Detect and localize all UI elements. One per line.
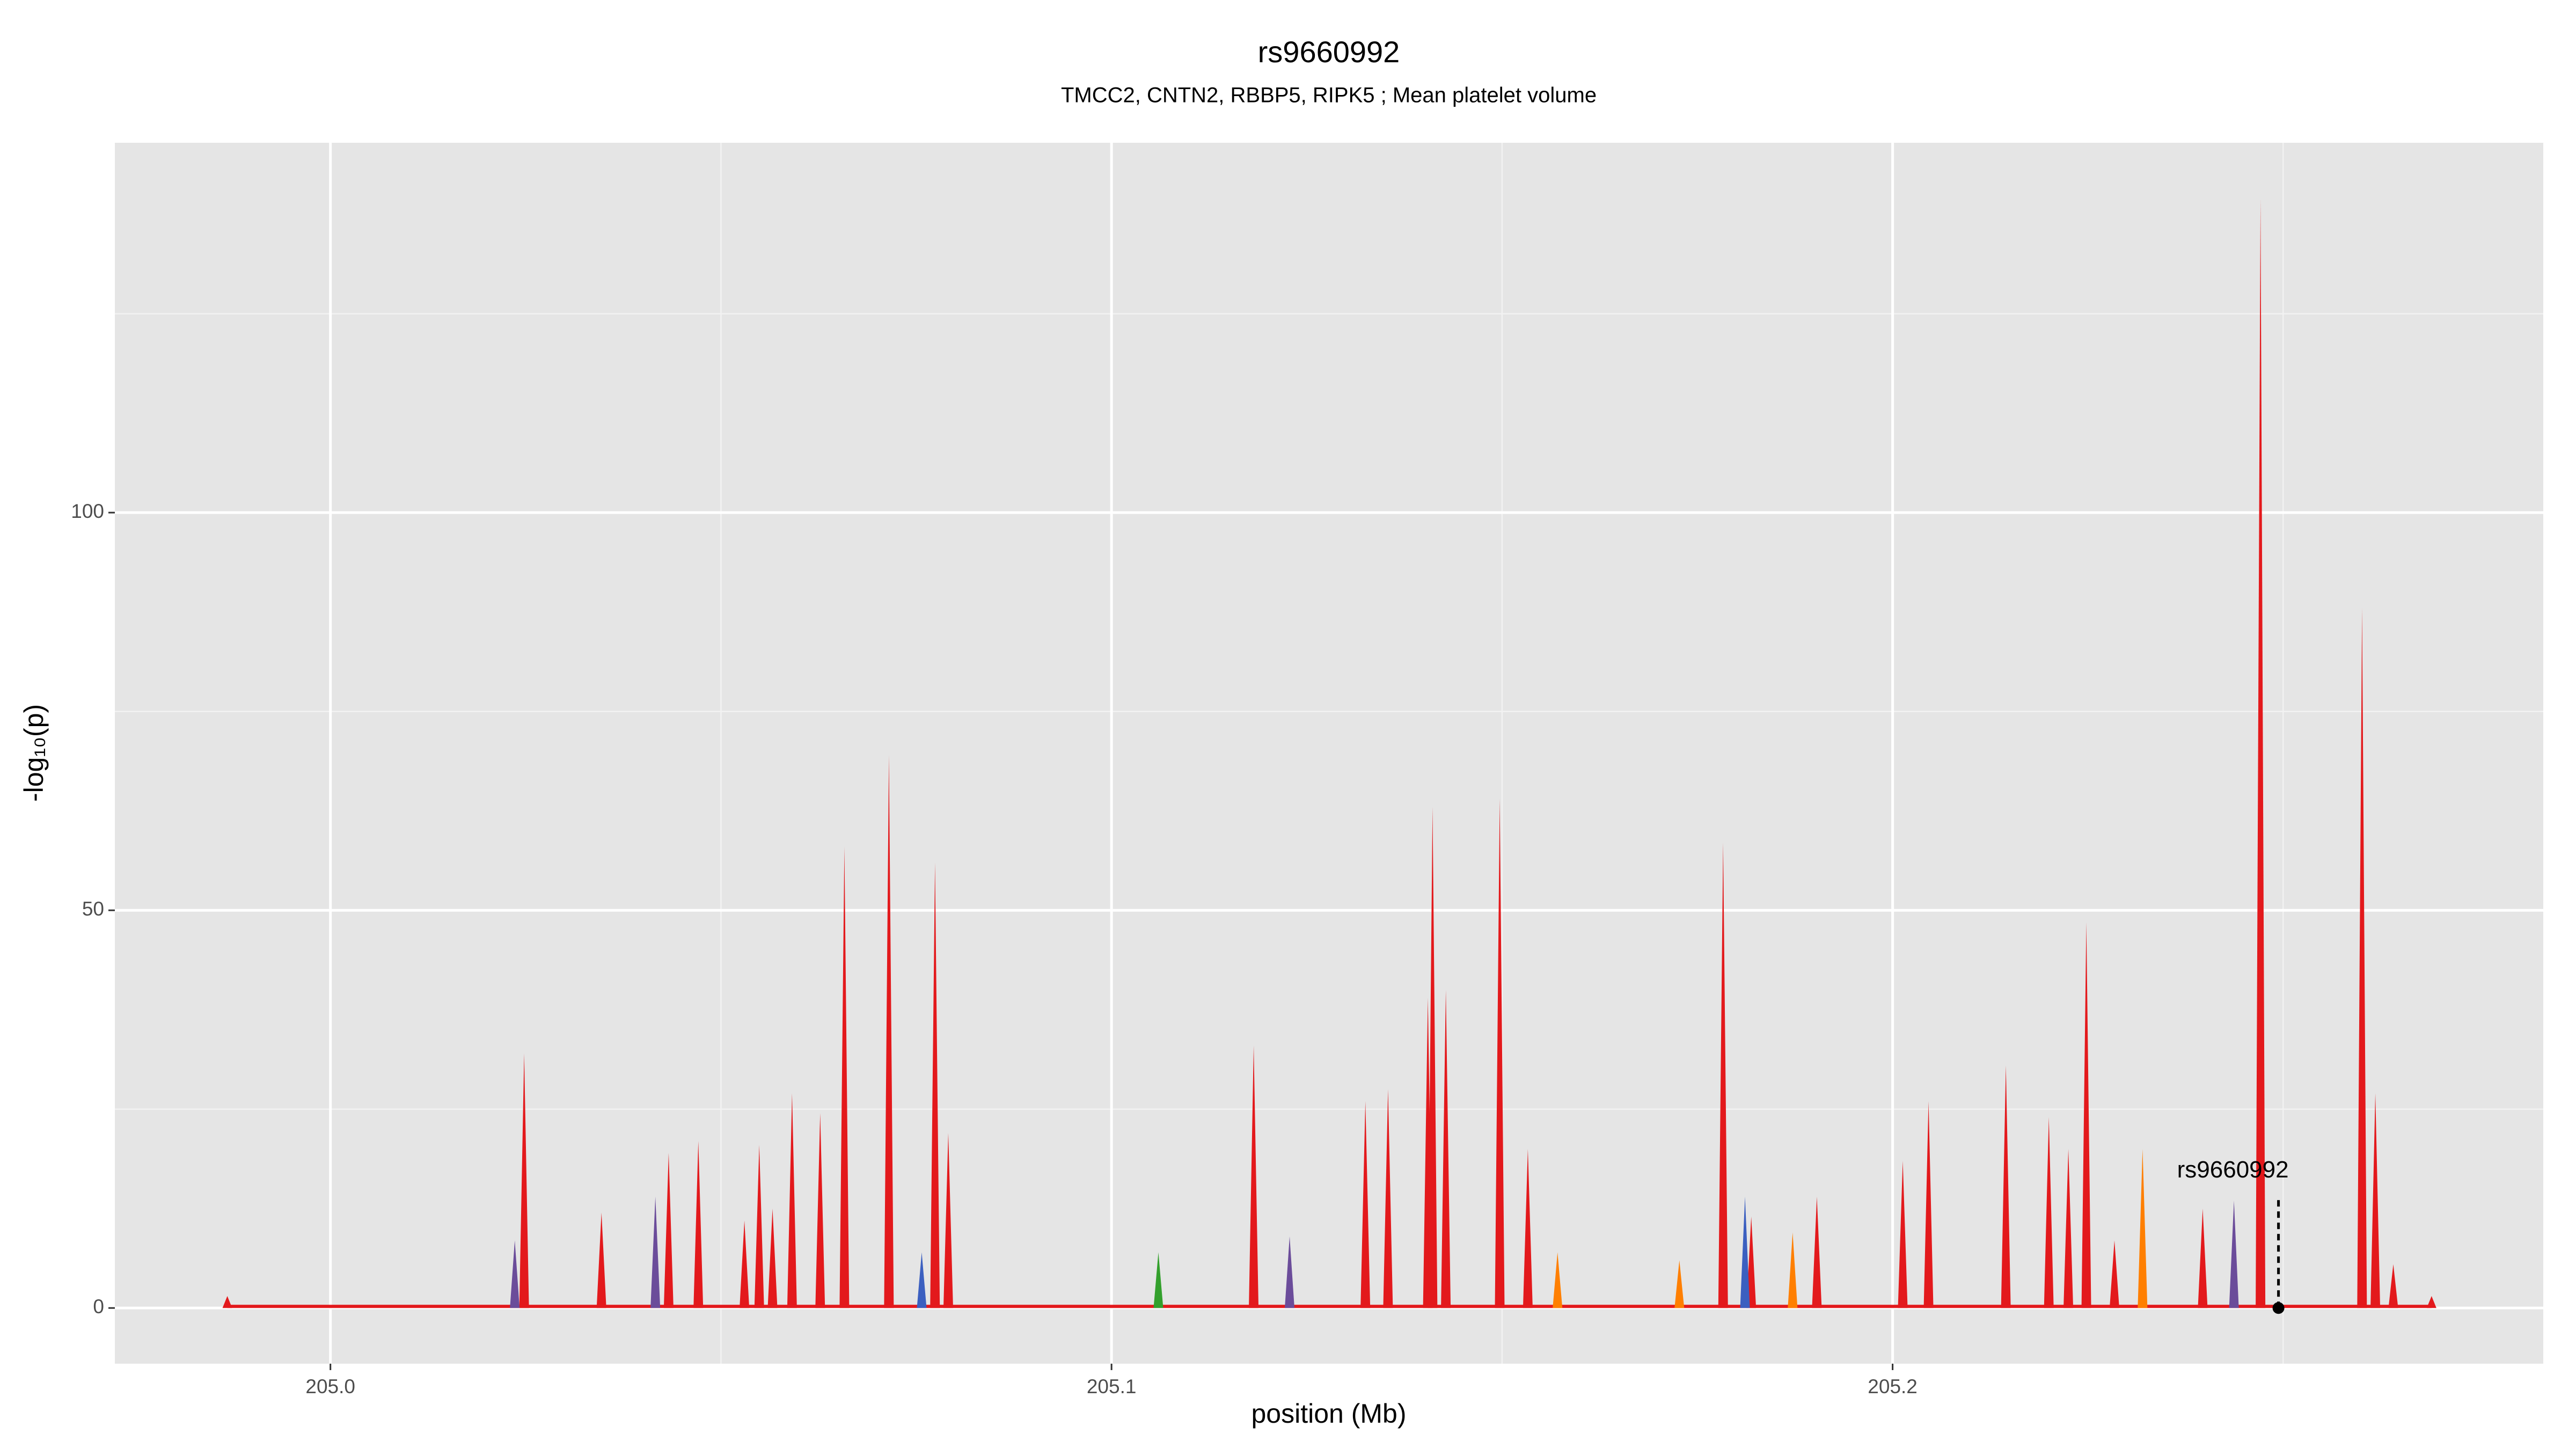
spike: [2044, 1117, 2054, 1308]
spike: [943, 1133, 953, 1308]
spike: [1674, 1260, 1685, 1308]
spike: [2256, 198, 2266, 1308]
spike: [510, 1240, 520, 1308]
spike: [1441, 990, 1451, 1308]
spike: [787, 1093, 797, 1308]
spike: [839, 846, 850, 1308]
y-tick-label: 100: [71, 500, 104, 522]
spike: [884, 755, 894, 1308]
spike: [754, 1145, 764, 1308]
x-axis-title: position (Mb): [1252, 1399, 1407, 1429]
spike: [1249, 1045, 1259, 1308]
spike: [1153, 1252, 1163, 1308]
spike: [2357, 608, 2367, 1308]
spike: [650, 1196, 661, 1308]
spike: [1812, 1196, 1822, 1308]
chart-title: rs9660992: [1258, 35, 1400, 69]
spike: [222, 1296, 232, 1308]
y-axis-title: -log₁₀(p): [19, 704, 49, 802]
highlight-point: [2272, 1302, 2285, 1314]
spike: [1383, 1089, 1393, 1308]
spike: [2001, 1065, 2011, 1308]
y-tick-label: 0: [93, 1296, 104, 1318]
spike: [2109, 1240, 2119, 1308]
spike: [2388, 1264, 2398, 1308]
spike: [2426, 1296, 2436, 1308]
x-tick-label: 205.2: [1868, 1375, 1918, 1397]
spike: [767, 1208, 778, 1308]
x-tick-label: 205.1: [1087, 1375, 1137, 1397]
spike: [1740, 1196, 1750, 1308]
chart-subtitle: TMCC2, CNTN2, RBBP5, RIPK5 ; Mean platel…: [1061, 84, 1597, 107]
spike: [519, 1053, 529, 1308]
highlight-label: rs9660992: [2177, 1157, 2289, 1183]
spike: [1523, 1148, 1533, 1308]
spike: [1428, 807, 1438, 1308]
spike: [917, 1252, 927, 1308]
spike: [1898, 1161, 1908, 1308]
spike: [596, 1212, 606, 1308]
spike: [2063, 1148, 2074, 1308]
spike: [1718, 843, 1728, 1308]
spike: [740, 1220, 750, 1308]
spike: [663, 1153, 674, 1308]
spike: [2370, 1093, 2381, 1308]
spike: [2198, 1208, 2208, 1308]
spike: [1495, 799, 1505, 1308]
spike: [1360, 1101, 1371, 1308]
spike: [2138, 1148, 2148, 1308]
plot-panel: [115, 143, 2543, 1364]
spike: [693, 1141, 704, 1308]
spike: [1788, 1232, 1798, 1308]
spike: [1284, 1236, 1294, 1308]
baseline-band: [227, 1305, 2432, 1308]
spike: [815, 1113, 825, 1308]
spike: [930, 862, 940, 1308]
spike: [1923, 1101, 1934, 1308]
spike: [1553, 1252, 1563, 1308]
spike: [2229, 1201, 2239, 1308]
spike: [2081, 922, 2091, 1308]
x-tick-label: 205.0: [305, 1375, 355, 1397]
y-tick-label: 50: [82, 898, 104, 920]
